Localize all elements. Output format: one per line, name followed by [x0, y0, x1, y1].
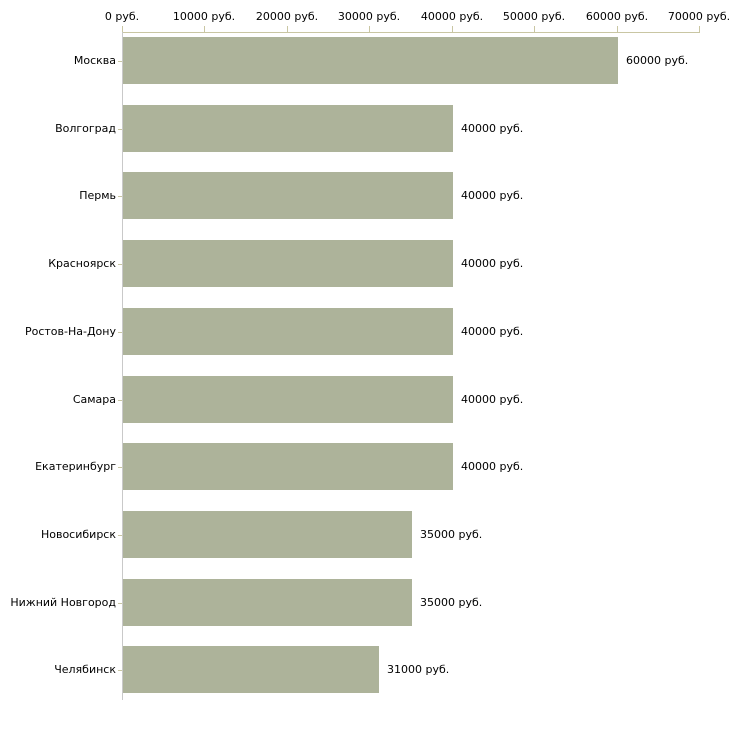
category-axis-tick [118, 467, 122, 468]
value-axis-tick-label: 40000 руб. [420, 10, 484, 23]
value-axis-tick [534, 26, 535, 32]
category-axis-tick [118, 603, 122, 604]
value-axis-tick-label: 60000 руб. [585, 10, 649, 23]
bar [123, 646, 379, 693]
bar [123, 376, 453, 423]
value-axis-line [122, 32, 700, 33]
bar [123, 308, 453, 355]
bar [123, 172, 453, 219]
value-label: 40000 руб. [461, 325, 524, 338]
value-axis-tick-label: 30000 руб. [337, 10, 401, 23]
category-label: Ростов-На-Дону [24, 325, 116, 338]
bar [123, 240, 453, 287]
value-axis-tick [204, 26, 205, 32]
value-axis-tick [369, 26, 370, 32]
value-axis-tick-label: 50000 руб. [502, 10, 566, 23]
value-label: 40000 руб. [461, 257, 524, 270]
bar [123, 105, 453, 152]
value-label: 40000 руб. [461, 122, 524, 135]
value-axis-tick-label: 20000 руб. [255, 10, 319, 23]
value-axis-tick [699, 26, 700, 32]
value-label: 40000 руб. [461, 393, 524, 406]
category-label: Екатеринбург [35, 460, 116, 473]
bar [123, 443, 453, 490]
value-axis-tick [287, 26, 288, 32]
category-axis-tick [118, 129, 122, 130]
category-label: Самара [72, 393, 116, 406]
value-axis-tick-label: 70000 руб. [667, 10, 730, 23]
value-axis-tick [617, 26, 618, 32]
category-axis-line [122, 32, 123, 700]
category-axis-tick [118, 400, 122, 401]
value-axis-tick-label: 0 руб. [104, 10, 140, 23]
category-axis-tick [118, 535, 122, 536]
value-axis-tick [452, 26, 453, 32]
category-axis-tick [118, 61, 122, 62]
category-label: Волгоград [55, 122, 116, 135]
value-label: 31000 руб. [387, 663, 450, 676]
value-axis-tick-label: 10000 руб. [172, 10, 236, 23]
category-label: Челябинск [54, 663, 116, 676]
value-label: 40000 руб. [461, 189, 524, 202]
category-label: Пермь [79, 189, 116, 202]
category-axis-tick [118, 332, 122, 333]
category-label: Новосибирск [40, 528, 116, 541]
category-label: Красноярск [48, 257, 116, 270]
value-axis-tick [122, 26, 123, 32]
value-label: 35000 руб. [420, 596, 483, 609]
bar [123, 511, 412, 558]
category-label: Нижний Новгород [10, 596, 116, 609]
category-axis-tick [118, 196, 122, 197]
category-axis-tick [118, 670, 122, 671]
value-label: 60000 руб. [626, 54, 689, 67]
value-label: 35000 руб. [420, 528, 483, 541]
value-label: 40000 руб. [461, 460, 524, 473]
bar [123, 579, 412, 626]
category-axis-tick [118, 264, 122, 265]
bar [123, 37, 618, 84]
category-label: Москва [73, 54, 116, 67]
